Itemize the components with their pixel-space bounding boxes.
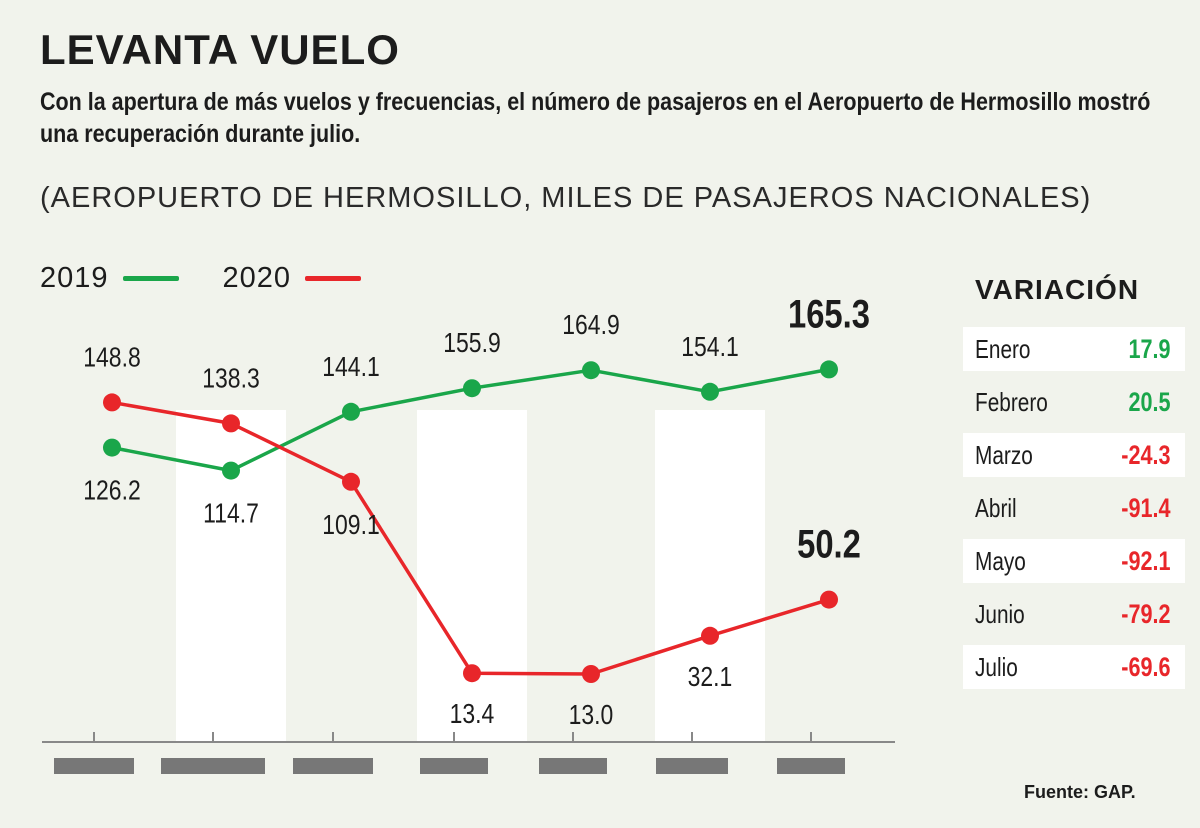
source-note: Fuente: GAP. — [1024, 782, 1136, 802]
x-tick-label-placeholder — [293, 758, 373, 774]
data-label-2019: 155.9 — [443, 328, 500, 359]
column-stripe — [176, 410, 286, 742]
data-point-2020 — [820, 590, 838, 609]
data-label-2020: 13.4 — [450, 699, 495, 730]
variation-row: Julio -69.6 — [963, 645, 1185, 689]
column-stripe — [417, 410, 527, 742]
data-label-2020: 32.1 — [688, 662, 733, 693]
x-tick-label-placeholder — [539, 758, 607, 774]
variation-month: Mayo — [975, 545, 1026, 576]
data-point-2020 — [701, 626, 719, 645]
data-label-2019: 164.9 — [562, 310, 619, 341]
legend-item-2020: 2020 — [223, 262, 362, 295]
data-label-2019: 165.3 — [788, 291, 870, 336]
data-label-2019: 144.1 — [322, 352, 379, 383]
variation-row: Mayo -92.1 — [963, 539, 1185, 583]
variation-value: -24.3 — [1121, 439, 1171, 470]
legend-swatch-2019 — [122, 276, 179, 281]
variation-month: Enero — [975, 333, 1031, 364]
variation-month: Marzo — [975, 439, 1033, 470]
data-label-2019: 114.7 — [203, 499, 259, 530]
legend-swatch-2020 — [305, 276, 362, 281]
data-label-2020: 109.1 — [322, 510, 379, 541]
data-point-2019 — [582, 361, 600, 380]
variation-row: Enero 17.9 — [963, 327, 1185, 371]
variation-month: Febrero — [975, 386, 1048, 417]
variation-value: -91.4 — [1121, 492, 1171, 523]
legend-item-2019: 2019 — [40, 262, 179, 295]
variation-title: VARIACIÓN — [975, 274, 1140, 305]
legend: 2019 2020 — [40, 262, 387, 295]
x-tick-label-placeholder — [420, 758, 488, 774]
variation-value: -92.1 — [1121, 545, 1171, 576]
variation-month: Abril — [975, 492, 1017, 523]
x-tick-label-placeholder — [777, 758, 845, 774]
data-point-2019 — [701, 382, 719, 401]
variation-value: 20.5 — [1128, 386, 1171, 417]
data-point-2019 — [463, 379, 481, 398]
data-label-2020: 13.0 — [569, 700, 614, 731]
variation-value: -69.6 — [1121, 651, 1171, 682]
data-label-2019: 126.2 — [83, 476, 140, 507]
data-point-2019 — [103, 438, 121, 457]
data-label-2020: 138.3 — [202, 363, 259, 394]
variation-row: Marzo -24.3 — [963, 433, 1185, 477]
data-point-2020 — [342, 472, 360, 491]
chart-title: LEVANTA VUELO — [40, 26, 400, 73]
legend-label-2020: 2020 — [222, 262, 292, 294]
data-label-2019: 154.1 — [681, 332, 738, 363]
data-label-2020: 148.8 — [83, 342, 140, 373]
variation-row: Junio -79.2 — [963, 592, 1185, 636]
data-point-2019 — [342, 402, 360, 421]
column-stripe — [655, 410, 765, 742]
variation-month: Julio — [975, 651, 1018, 682]
data-point-2020 — [582, 665, 600, 683]
units-label: (AEROPUERTO DE HERMOSILLO, MILES DE PASA… — [40, 182, 1092, 214]
variation-month: Junio — [975, 598, 1025, 629]
data-point-2020 — [222, 414, 240, 433]
variation-row: Febrero 20.5 — [963, 380, 1185, 424]
data-label-2020: 50.2 — [797, 522, 861, 567]
x-tick-label-placeholder — [656, 758, 728, 774]
variation-value: -79.2 — [1121, 598, 1171, 629]
variation-value: 17.9 — [1128, 333, 1171, 364]
chart-subtitle: Con la apertura de más vuelos y frecuenc… — [40, 88, 1151, 148]
variation-row: Abril -91.4 — [963, 486, 1185, 530]
line-chart: 126.2 114.7 144.1 155.9 164.9 154.1 165.3 148.8… — [42, 291, 895, 774]
x-tick-label-placeholder — [161, 758, 265, 774]
x-tick-label-placeholder — [54, 758, 134, 774]
data-point-2019 — [222, 461, 240, 480]
data-point-2019 — [820, 360, 838, 379]
data-point-2020 — [463, 664, 481, 683]
legend-label-2019: 2019 — [40, 262, 109, 294]
data-point-2020 — [103, 393, 121, 412]
variation-table: Enero 17.9 Febrero 20.5 Marzo -24.3 Abril -91.4… — [963, 327, 1185, 698]
